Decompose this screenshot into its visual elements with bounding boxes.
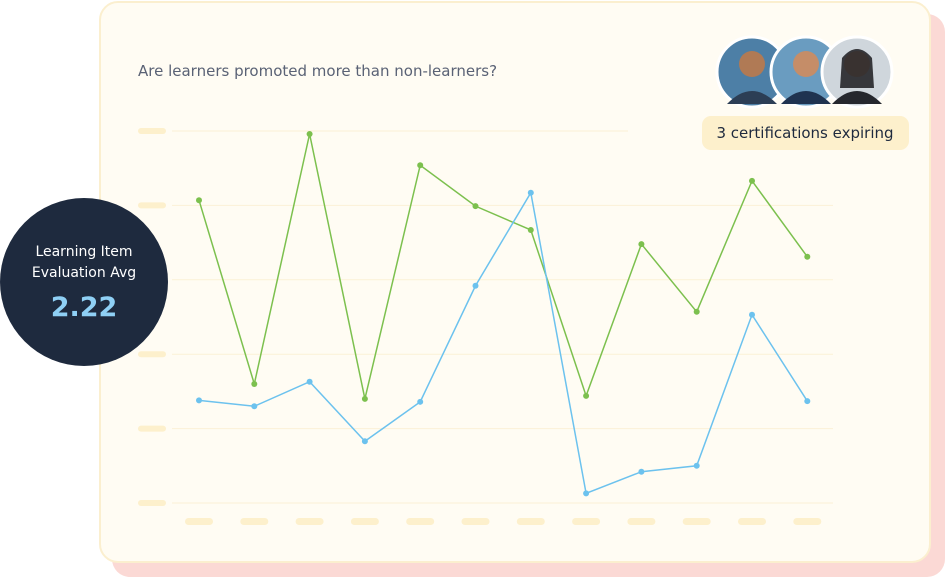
avatar-body <box>781 91 831 104</box>
point <box>527 226 534 233</box>
point <box>638 241 645 248</box>
point <box>306 130 313 137</box>
point <box>583 392 590 399</box>
point <box>638 468 645 475</box>
point <box>196 397 202 404</box>
point <box>361 438 368 445</box>
point <box>251 380 258 387</box>
avatars <box>715 35 894 109</box>
badge-text: 3 certifications expiring <box>716 124 893 142</box>
point <box>417 398 424 405</box>
x-tick-placeholder <box>738 518 766 525</box>
point <box>693 462 700 469</box>
point <box>804 253 811 260</box>
x-tick-placeholder <box>461 518 490 525</box>
point <box>306 378 313 385</box>
avatar-hair <box>840 49 874 88</box>
x-tick-placeholder <box>185 518 213 525</box>
point <box>749 177 755 184</box>
x-tick-placeholder <box>793 518 822 525</box>
point <box>361 395 368 402</box>
x-tick-placeholder <box>627 518 656 525</box>
point <box>693 308 700 315</box>
point <box>196 197 202 204</box>
metric-value: 2.22 <box>50 292 118 323</box>
x-tick-placeholder <box>516 518 545 525</box>
x-tick-placeholder <box>240 518 269 525</box>
avatar-face <box>739 51 765 77</box>
x-tick-placeholder <box>572 518 601 525</box>
point <box>472 203 479 210</box>
metric-label: Learning Item Evaluation Avg <box>31 244 137 281</box>
series-line <box>198 190 808 495</box>
point <box>527 189 534 196</box>
point <box>417 162 424 169</box>
badge <box>702 116 909 150</box>
y-tick-placeholder <box>138 351 166 358</box>
x-tick-placeholder <box>350 518 379 525</box>
point <box>251 403 258 410</box>
avatar-body <box>832 91 882 104</box>
series-line <box>198 133 808 400</box>
point <box>472 282 479 289</box>
avatar-body <box>727 91 777 104</box>
x-tick-placeholder <box>682 518 711 525</box>
y-tick-placeholder <box>138 425 166 432</box>
point <box>583 490 590 497</box>
avatar-face <box>793 51 819 77</box>
y-tick-placeholder <box>138 500 166 506</box>
plot <box>138 128 833 525</box>
point <box>749 311 755 318</box>
chart-question: Are learners promoted more than non-lear… <box>138 62 497 80</box>
x-tick-placeholder <box>406 518 435 525</box>
point <box>804 398 811 405</box>
metric-circle <box>0 198 168 366</box>
y-tick-placeholder <box>138 202 166 209</box>
y-tick-placeholder <box>138 128 166 134</box>
x-tick-placeholder <box>295 518 324 525</box>
